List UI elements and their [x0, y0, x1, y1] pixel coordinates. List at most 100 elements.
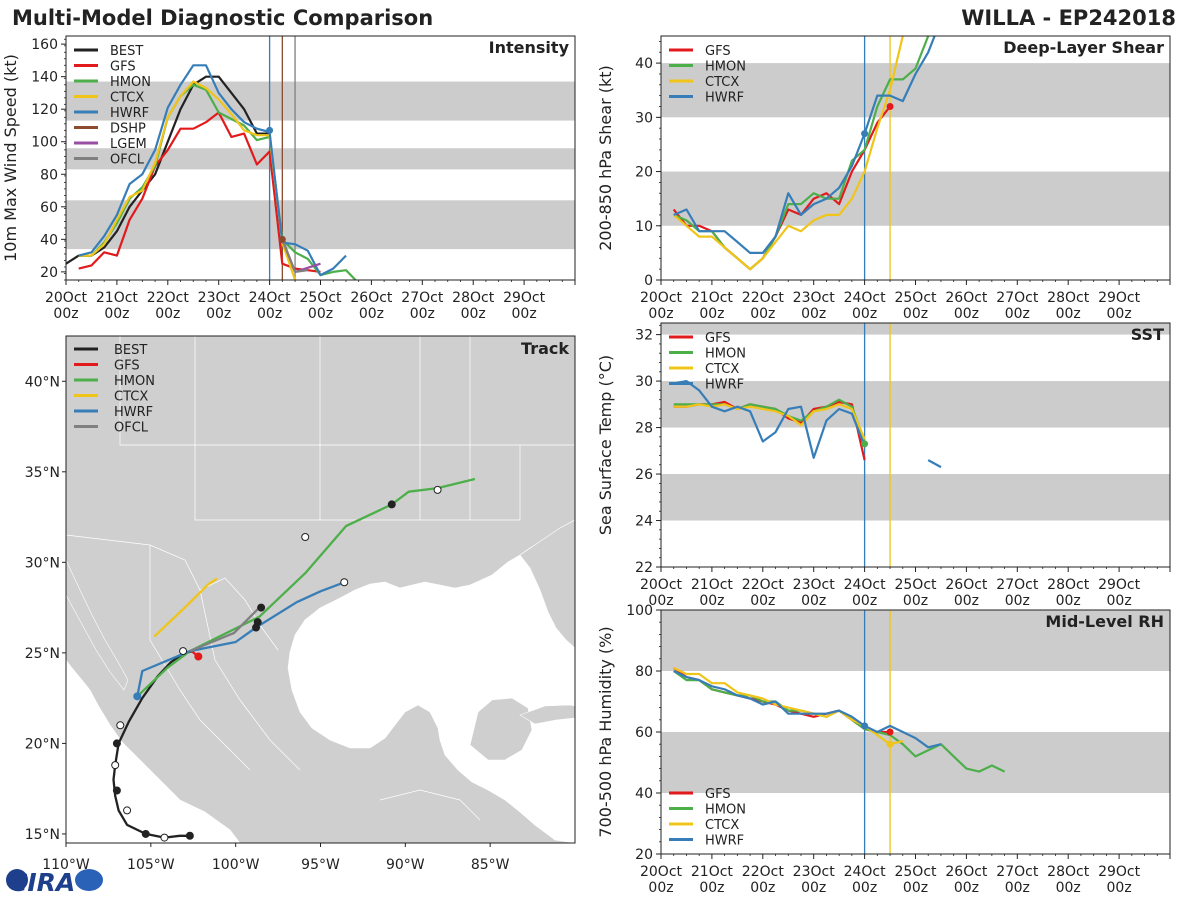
xtick-sublabel-sst-9: 00z — [1107, 593, 1132, 609]
xtick-label-sst-9: 29Oct — [1098, 577, 1141, 593]
xtick-sublabel-sst-3: 00z — [801, 593, 826, 609]
ytick-label-intensity-0: 20 — [40, 265, 58, 281]
xtick-sublabel-sst-8: 00z — [1056, 593, 1081, 609]
xtick-sublabel-sst-1: 00z — [699, 593, 724, 609]
xtick-sublabel-sst-6: 00z — [954, 593, 979, 609]
legend-label-track-hmon: HMON — [114, 374, 155, 389]
xtick-sublabel-shear-5: 00z — [903, 306, 928, 322]
track-xtick-label-4: 90°W — [386, 857, 425, 873]
track-xtick-label-5: 85°W — [471, 857, 510, 873]
xtick-sublabel-intensity-0: 00z — [53, 306, 78, 322]
xtick-sublabel-shear-1: 00z — [699, 306, 724, 322]
ytick-label-shear-2: 20 — [635, 165, 653, 181]
track-ytick-label-0: 15°N — [25, 827, 60, 843]
band-intensity-0 — [66, 200, 575, 250]
figure-title: Multi-Model Diagnostic Comparison — [12, 6, 433, 30]
series-intensity-ofcl-7 — [281, 238, 308, 273]
ytick-label-intensity-4: 100 — [31, 135, 58, 151]
ytick-label-sst-1: 24 — [635, 514, 653, 530]
track-map — [66, 336, 575, 843]
xtick-label-rh-2: 22Oct — [742, 864, 785, 880]
xtick-sublabel-sst-5: 00z — [903, 593, 928, 609]
cira-logo: CIRA — [6, 868, 103, 897]
legend-label-intensity-gfs: GFS — [110, 60, 136, 75]
xtick-label-intensity-9: 29Oct — [503, 290, 546, 306]
series-intensity-hwrf-4 — [78, 64, 347, 277]
series-sst-hmon-1 — [673, 398, 866, 442]
track-ytick-label-4: 35°N — [25, 465, 60, 481]
xtick-sublabel-rh-1: 00z — [699, 880, 724, 896]
shear-panel — [661, 36, 1170, 280]
track-point-5 — [111, 761, 120, 770]
series-intensity-gfs-1 — [78, 111, 321, 273]
logo-globe-icon — [6, 869, 28, 891]
band-intensity-1 — [66, 148, 575, 170]
xtick-sublabel-shear-6: 00z — [954, 306, 979, 322]
xtick-sublabel-rh-0: 00z — [648, 880, 673, 896]
legend-label-shear-hwrf: HWRF — [705, 91, 744, 106]
track-point-8 — [133, 692, 142, 701]
marker-shear-1 — [886, 102, 894, 110]
xtick-label-shear-5: 25Oct — [894, 290, 937, 306]
track-hwrf — [136, 581, 345, 697]
xtick-label-intensity-2: 22Oct — [147, 290, 190, 306]
xtick-label-rh-9: 29Oct — [1098, 864, 1141, 880]
track-ytick-label-2: 25°N — [25, 646, 60, 662]
track-point-13 — [257, 603, 266, 612]
xtick-sublabel-rh-4: 00z — [852, 880, 877, 896]
track-point-3 — [123, 806, 132, 815]
logo-text: CIRA — [9, 868, 75, 897]
xtick-label-rh-8: 28Oct — [1047, 864, 1090, 880]
track-ctcx — [153, 577, 218, 638]
legend-label-track-ctcx: CTCX — [114, 390, 148, 405]
xtick-sublabel-shear-9: 00z — [1107, 306, 1132, 322]
band-rh-1 — [661, 610, 1170, 671]
marker-intensity-0 — [266, 126, 274, 134]
ytick-label-rh-4: 100 — [626, 603, 653, 619]
xtick-label-shear-3: 23Oct — [793, 290, 836, 306]
series-shear-hmon-1 — [673, 36, 930, 271]
series-sst-hwrf-4 — [927, 459, 942, 469]
xtick-sublabel-shear-7: 00z — [1005, 306, 1030, 322]
ytick-label-sst-5: 32 — [635, 328, 653, 344]
ytick-label-intensity-1: 40 — [40, 232, 58, 248]
ytick-label-shear-0: 0 — [644, 273, 653, 289]
legend-label-sst-gfs: GFS — [705, 331, 731, 346]
xtick-label-intensity-4: 24Oct — [249, 290, 292, 306]
xtick-sublabel-rh-7: 00z — [1005, 880, 1030, 896]
xtick-sublabel-intensity-8: 00z — [461, 306, 486, 322]
legend-label-intensity-best: BEST — [110, 44, 143, 59]
xtick-label-sst-3: 23Oct — [793, 577, 836, 593]
xtick-label-shear-6: 26Oct — [945, 290, 988, 306]
ytick-label-shear-4: 40 — [635, 56, 653, 72]
panel-title-shear: Deep-Layer Shear — [1003, 38, 1164, 57]
band-sst-0 — [661, 474, 1170, 521]
track-hmon — [136, 477, 476, 698]
track-xtick-label-0: 110°W — [42, 857, 90, 873]
series-shear-hwrf-3 — [673, 36, 936, 254]
legend-label-rh-hwrf: HWRF — [705, 834, 744, 849]
storm-id: WILLA - EP242018 — [961, 6, 1176, 30]
ytick-label-intensity-7: 160 — [31, 37, 58, 53]
marker-sst-0 — [861, 440, 869, 448]
xtick-sublabel-intensity-2: 00z — [155, 306, 180, 322]
band-rh-0 — [661, 732, 1170, 793]
legend-label-rh-hmon: HMON — [705, 803, 746, 818]
ytick-label-sst-0: 22 — [635, 560, 653, 576]
xtick-sublabel-sst-0: 00z — [648, 593, 673, 609]
marker-shear-0 — [861, 130, 869, 138]
ytick-label-rh-3: 80 — [635, 664, 653, 680]
track-point-12 — [253, 618, 262, 627]
xtick-label-rh-5: 25Oct — [894, 864, 937, 880]
xtick-sublabel-intensity-1: 00z — [104, 306, 129, 322]
series-rh-hwrf-3 — [673, 670, 942, 749]
marker-rh-1 — [886, 728, 894, 736]
legend-label-intensity-hwrf: HWRF — [110, 106, 149, 121]
xtick-sublabel-intensity-5: 00z — [308, 306, 333, 322]
track-point-10 — [194, 652, 203, 661]
xtick-sublabel-sst-7: 00z — [1005, 593, 1030, 609]
map-baja — [66, 559, 129, 691]
track-point-16 — [387, 500, 396, 509]
legend-label-intensity-hmon: HMON — [110, 75, 151, 90]
